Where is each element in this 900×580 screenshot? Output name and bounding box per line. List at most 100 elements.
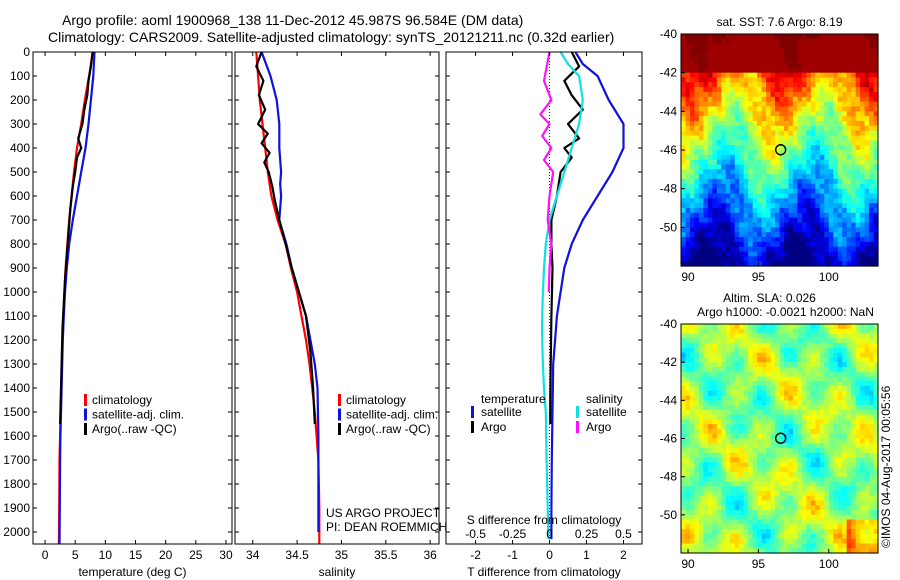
y-tick-label: 700 [10,213,30,227]
map-y-tick-label: -44 [660,104,678,118]
x-tick-label: 2 [620,548,627,562]
x-tick-label: 36 [423,548,437,562]
x-tick-label: -1 [507,548,518,562]
y-tick-label: 1600 [3,429,30,443]
argo-location-marker [774,144,787,156]
sla_map-field [681,324,879,554]
y-tick-label: 1700 [3,453,30,467]
legend-label: Argo(..raw -QC) [92,422,177,436]
x-tick-label: 35.5 [374,548,398,562]
salinity-plot-frame [234,51,440,545]
legend-label: satellite-adj. clim. [92,408,184,422]
x-tick-label: 15 [129,548,143,562]
difference-series-3 [539,51,555,293]
y-tick-label: 300 [10,117,30,131]
temperature-panel: 0 5 10 15 20 25 30 temperature (deg C) 0 100 200 30… [3,45,233,579]
y-tick-label: 1400 [3,381,30,395]
salinity-series-0 [255,51,321,544]
x-tick-label: 1 [583,548,590,562]
map-x-tick-label: 100 [819,270,839,284]
difference-x-axis-label: T difference from climatology [467,565,621,579]
legend-swatch [338,408,341,421]
difference-series-0 [550,51,625,540]
legend-swatch [338,423,341,435]
y-tick-label: 1300 [3,357,30,371]
x-tick-label: 20 [159,548,173,562]
sla-map-panel: 90 95 100 -40 -42 -44 -46 -48 -50 Altim. SLA: 0.0… [660,291,879,571]
difference-panel: -2 -1 0 1 2 T difference from climatology -0.5… [445,51,643,579]
sla-map-subtitle: Argo h1000: -0.0021 h2000: NaN [697,305,874,319]
legend-swatch [576,406,579,418]
map-y-tick-label: -46 [660,143,678,157]
salinity-series-1 [260,51,320,532]
temperature-plot-frame [32,51,233,545]
x-tick-label: 25 [189,548,203,562]
legend-swatch [471,421,474,433]
y-tick-label: 1800 [3,477,30,491]
y-tick-label: 100 [10,69,30,83]
x-tick-label: 34.5 [285,548,309,562]
legend-label: satellite-adj. clim. [346,408,438,422]
x2-tick-label: -0.5 [465,527,486,541]
sst_map-field [681,34,879,267]
imos-watermark: ©IMOS 04-Aug-2017 00:05:56 [879,385,893,548]
legend-swatch [576,421,579,433]
x-tick-label: 0 [546,548,553,562]
y-tick-label: 1000 [3,285,30,299]
legend-swatch [84,394,87,406]
y-tick-label: 900 [10,261,30,275]
x-tick-label: 34 [246,548,260,562]
sst-map-panel: 90 95 100 -40 -42 -44 -46 -48 -50 sat. SST: 7.6 A… [660,15,879,284]
x-tick-label: -2 [470,548,481,562]
map-y-tick-label: -42 [660,355,678,369]
legend-header-salinity: salinity [586,392,623,406]
y-tick-label: 800 [10,237,30,251]
legend-label: satellite [481,405,522,419]
legend-swatch [84,423,87,435]
map-y-tick-label: -50 [660,508,678,522]
x2-tick-label: 0.25 [575,527,599,541]
temperature-series-2 [59,51,94,425]
map-y-tick-label: -40 [660,27,678,41]
y-tick-label: 1900 [3,501,30,515]
difference-series-1 [549,51,584,424]
x-tick-label: 10 [99,548,113,562]
salinity-series-2 [255,51,316,425]
map-y-tick-label: -42 [660,66,678,80]
x2-tick-label: 0 [546,527,553,541]
map-y-tick-label: -50 [660,220,678,234]
temperature-x-axis-label: temperature (deg C) [78,565,186,579]
difference-plot-frame [445,51,643,545]
x-tick-label: 5 [72,548,79,562]
pi-label: PI: DEAN ROEMMICH [326,520,447,534]
legend-label: climatology [346,393,406,407]
legend-label: Argo [481,420,507,434]
legend-header-temperature: temperature [481,392,546,406]
map-y-tick-label: -48 [660,470,678,484]
map-x-tick-label: 100 [819,557,839,571]
x2-tick-label: -0.25 [499,527,527,541]
y-tick-label: 500 [10,165,30,179]
y-tick-label: 1200 [3,333,30,347]
map-x-tick-label: 90 [681,557,695,571]
x2-axis-label: S difference from climatology [467,513,622,527]
x-tick-label: 30 [219,548,233,562]
legend-swatch [338,394,341,406]
map-y-tick-label: -44 [660,393,678,407]
x-tick-label: 35 [335,548,349,562]
salinity-panel: 34 34.5 35 35.5 36 salinity climatologysatelli… [234,51,440,579]
figure-title-line1: Argo profile: aoml 1900968_138 11-Dec-20… [62,12,524,28]
legend-label: Argo [586,420,612,434]
sst-map-title: sat. SST: 7.6 Argo: 8.19 [716,15,842,29]
map-y-tick-label: -46 [660,432,678,446]
legend-swatch [84,408,87,421]
map-x-tick-label: 95 [752,270,766,284]
map-y-tick-label: -40 [660,317,678,331]
y-tick-label: 0 [23,45,30,59]
difference-series-2 [541,51,584,540]
y-tick-label: 400 [10,141,30,155]
salinity-x-axis-label: salinity [319,565,356,579]
project-label: US ARGO PROJECT [326,506,441,520]
argo-location-marker [774,432,787,444]
sla-map-title: Altim. SLA: 0.026 [723,291,816,305]
